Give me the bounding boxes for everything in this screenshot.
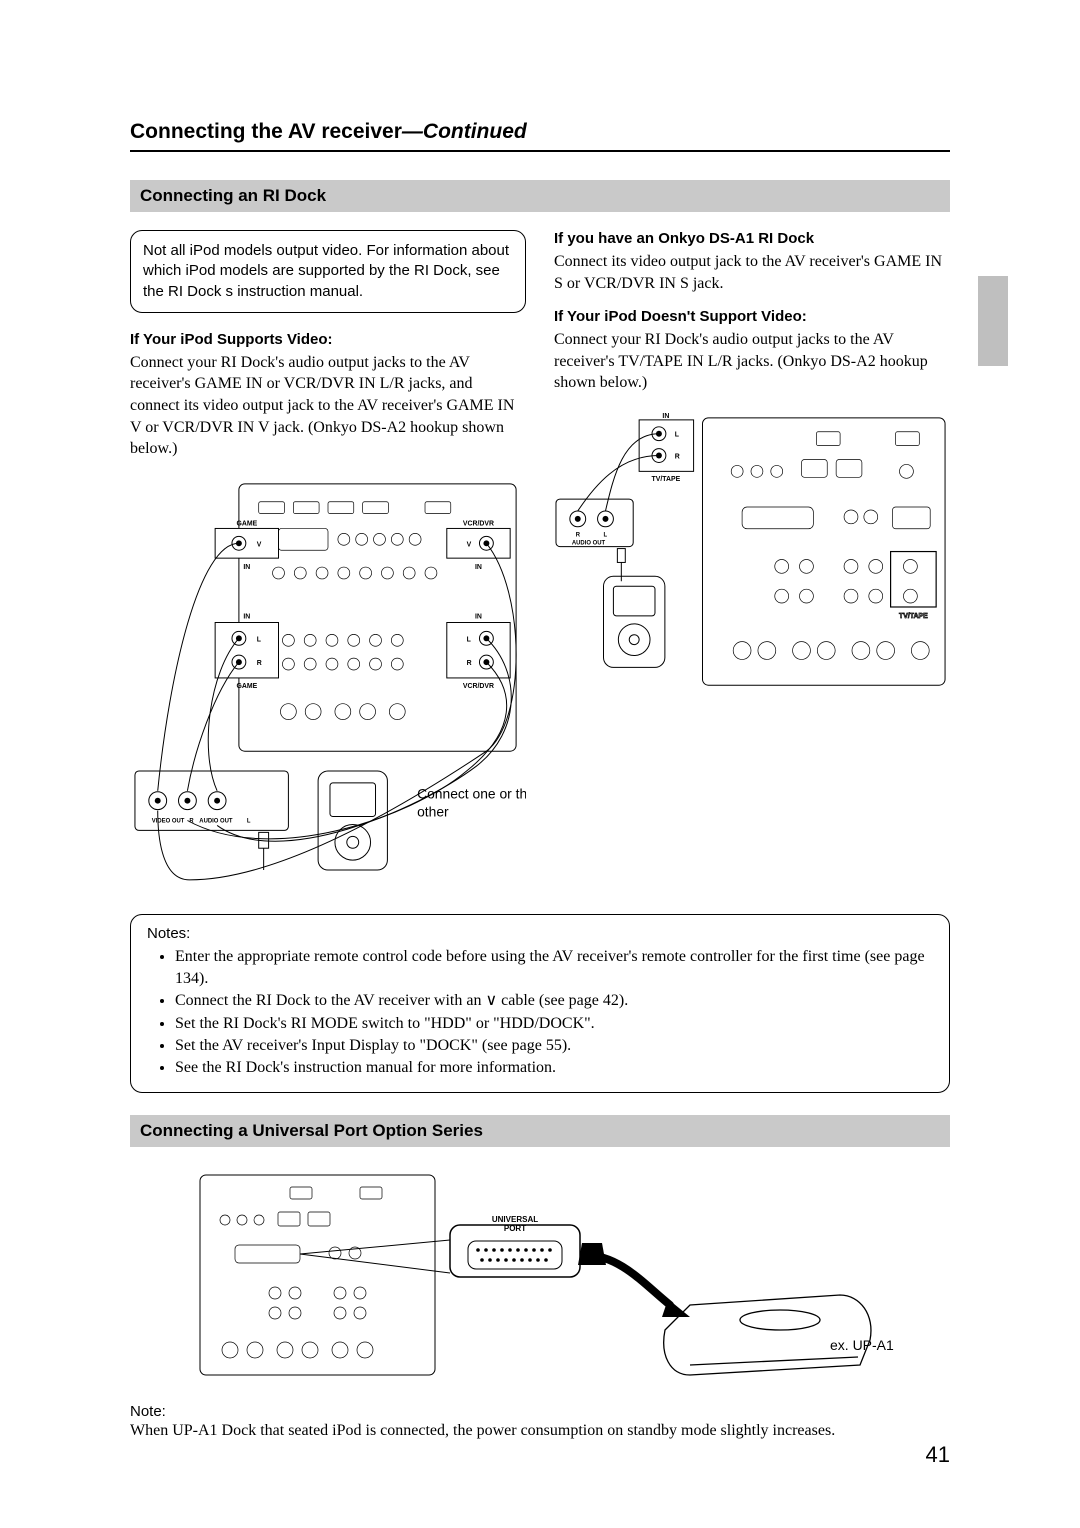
svg-text:AUDIO OUT: AUDIO OUT xyxy=(572,541,606,547)
svg-text:L: L xyxy=(257,636,261,643)
side-tab xyxy=(978,276,1008,366)
page-title-bold: Connecting the AV receiver xyxy=(130,120,402,143)
diagram-universal-port: UNIVERSAL PORT ex. UP-A1 xyxy=(130,1165,950,1395)
svg-text:other: other xyxy=(417,803,449,819)
svg-text:TV/TAPE: TV/TAPE xyxy=(899,613,928,620)
svg-text:AUDIO OUT: AUDIO OUT xyxy=(199,818,233,824)
svg-text:L: L xyxy=(247,818,251,824)
label-port: PORT xyxy=(504,1224,526,1233)
diagram-game-vcrdvr: GAME V IN VCR/DVR V IN IN xyxy=(130,474,526,890)
svg-text:IN: IN xyxy=(243,564,250,571)
svg-text:VIDEO OUT: VIDEO OUT xyxy=(152,818,185,824)
svg-text:R: R xyxy=(467,660,472,667)
note-item: Set the AV receiver's Input Display to "… xyxy=(175,1035,933,1057)
label-up-a1: ex. UP-A1 xyxy=(830,1337,894,1353)
note-item: Enter the appropriate remote control cod… xyxy=(175,946,933,991)
text-no-video: Connect your RI Dock's audio output jack… xyxy=(554,329,950,394)
note-text-up-a1: When UP-A1 Dock that seated iPod is conn… xyxy=(130,1420,950,1442)
section-heading-ri-dock: Connecting an RI Dock xyxy=(130,180,950,212)
svg-text:V: V xyxy=(467,541,472,548)
label-game: GAME xyxy=(236,520,257,527)
page-title: Connecting the AV receiver—Continued xyxy=(130,120,950,152)
page-title-continued: —Continued xyxy=(402,120,527,143)
svg-text:V: V xyxy=(257,541,262,548)
notes-list: Enter the appropriate remote control cod… xyxy=(147,946,933,1080)
svg-text:IN: IN xyxy=(243,613,250,620)
svg-text:GAME: GAME xyxy=(236,683,257,690)
subhead-no-video: If Your iPod Doesn't Support Video: xyxy=(554,308,950,325)
page-number: 41 xyxy=(926,1442,950,1468)
text-supports-video: Connect your RI Dock's audio output jack… xyxy=(130,352,526,460)
svg-text:IN: IN xyxy=(475,613,482,620)
notes-title: Notes: xyxy=(147,925,933,942)
note-item: Set the RI Dock's RI MODE switch to "HDD… xyxy=(175,1013,933,1035)
svg-text:R: R xyxy=(675,453,680,460)
subhead-ds-a1: If you have an Onkyo DS-A1 RI Dock xyxy=(554,230,950,247)
left-column: Not all iPod models output video. For in… xyxy=(130,230,526,890)
diagram-tvtape: TV/TAPE IN L R TV/TAPE xyxy=(554,408,950,705)
section-heading-universal-port: Connecting a Universal Port Option Serie… xyxy=(130,1115,950,1147)
svg-text:R: R xyxy=(257,660,262,667)
text-ds-a1: Connect its video output jack to the AV … xyxy=(554,251,950,294)
right-column: If you have an Onkyo DS-A1 RI Dock Conne… xyxy=(554,230,950,890)
svg-text:IN: IN xyxy=(662,413,669,420)
info-box-ipod-models: Not all iPod models output video. For in… xyxy=(130,230,526,313)
note-item: See the RI Dock's instruction manual for… xyxy=(175,1057,933,1079)
note-label: Note: xyxy=(130,1403,950,1420)
svg-text:IN: IN xyxy=(475,564,482,571)
svg-text:VCR/DVR: VCR/DVR xyxy=(463,683,494,690)
note-item: Connect the RI Dock to the AV receiver w… xyxy=(175,990,933,1012)
svg-text:R: R xyxy=(576,533,581,539)
svg-text:L: L xyxy=(467,636,471,643)
svg-text:L: L xyxy=(604,533,608,539)
svg-text:VCR/DVR: VCR/DVR xyxy=(463,520,494,527)
label-universal: UNIVERSAL xyxy=(492,1215,538,1224)
two-column-layout: Not all iPod models output video. For in… xyxy=(130,230,950,890)
svg-text:TV/TAPE: TV/TAPE xyxy=(652,476,681,483)
subhead-supports-video: If Your iPod Supports Video: xyxy=(130,331,526,348)
notes-box: Notes: Enter the appropriate remote cont… xyxy=(130,914,950,1093)
